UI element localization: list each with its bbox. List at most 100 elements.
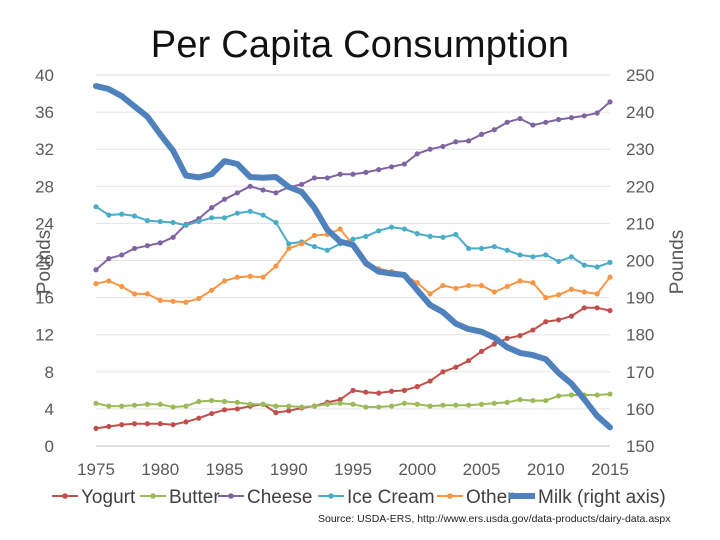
data-point-cheese: [568, 115, 575, 121]
data-point-butter: [144, 401, 150, 407]
data-point-butter: [453, 402, 459, 408]
y-tick-label-right: 200: [626, 252, 654, 271]
data-point-other: [260, 274, 266, 280]
data-point-other: [183, 299, 189, 305]
data-point-yogurt: [466, 358, 472, 364]
data-point-cheese: [247, 183, 253, 189]
data-point-other: [427, 291, 433, 297]
data-point-yogurt: [157, 421, 163, 427]
data-point-butter: [234, 399, 240, 406]
data-point-ice-cream: [350, 236, 356, 242]
data-point-ice-cream: [247, 208, 253, 214]
data-point-yogurt: [376, 390, 382, 396]
data-point-other: [530, 280, 536, 286]
data-point-ice-cream: [466, 245, 472, 252]
data-point-butter: [324, 401, 330, 407]
data-point-cheese: [273, 190, 279, 196]
data-point-other: [478, 282, 485, 289]
data-point-yogurt: [440, 369, 446, 375]
y-tick-label-left: 8: [45, 363, 54, 382]
data-point-cheese: [234, 190, 240, 196]
y-tick-label-left: 32: [35, 140, 54, 159]
data-point-butter: [388, 403, 395, 409]
data-point-butter: [119, 403, 125, 409]
data-point-cheese: [491, 127, 497, 133]
data-point-other: [221, 278, 228, 284]
data-point-yogurt: [556, 317, 562, 323]
data-point-butter: [299, 404, 305, 410]
data-point-other: [440, 282, 446, 289]
data-point-other: [568, 286, 575, 292]
y-tick-label-right: 170: [626, 363, 654, 382]
data-point-butter: [504, 399, 510, 406]
data-point-butter: [170, 404, 176, 410]
data-point-ice-cream: [530, 254, 536, 260]
data-point-cheese: [388, 164, 395, 170]
data-point-butter: [414, 401, 420, 407]
x-tick-label: 2015: [591, 460, 629, 479]
data-point-yogurt: [183, 419, 189, 425]
data-point-other: [209, 287, 215, 293]
y-tick-label-left: 16: [35, 289, 54, 308]
data-point-cheese: [414, 151, 420, 157]
legend-label-ice-cream: Ice Cream: [347, 487, 435, 508]
data-point-other: [504, 283, 510, 290]
data-point-ice-cream: [106, 212, 112, 218]
data-point-ice-cream: [581, 262, 587, 268]
y-axis-title-left: Pounds: [34, 230, 55, 294]
y-tick-label-left: 20: [35, 252, 54, 271]
legend-label-milk-right-axis: Milk (right axis): [538, 487, 666, 508]
y-tick-label-left: 28: [35, 177, 54, 196]
data-point-yogurt: [543, 319, 549, 325]
data-point-butter: [440, 402, 446, 408]
data-point-yogurt: [504, 335, 510, 342]
y-tick-label-right: 180: [626, 326, 654, 345]
data-point-butter: [427, 403, 433, 409]
data-point-cheese: [299, 181, 305, 188]
data-point-cheese: [324, 175, 330, 181]
data-point-yogurt: [131, 421, 138, 427]
data-point-butter: [543, 397, 549, 404]
source-note: Source: USDA-ERS, http://www.ers.usda.go…: [318, 513, 671, 525]
data-point-cheese: [106, 256, 112, 262]
data-point-butter: [363, 404, 369, 410]
data-point-ice-cream: [427, 233, 433, 239]
data-point-ice-cream: [286, 241, 292, 247]
data-point-yogurt: [453, 364, 459, 370]
data-point-yogurt: [530, 327, 536, 333]
data-point-ice-cream: [144, 218, 150, 224]
data-point-cheese: [556, 116, 562, 123]
data-point-yogurt: [478, 348, 485, 354]
data-point-butter: [350, 401, 356, 407]
data-point-butter: [273, 403, 279, 409]
data-point-cheese: [170, 234, 176, 240]
data-point-yogurt: [234, 406, 240, 412]
data-point-cheese: [401, 161, 407, 167]
data-point-cheese: [157, 240, 163, 246]
data-point-ice-cream: [504, 247, 510, 253]
data-point-cheese: [93, 267, 99, 273]
data-point-ice-cream: [491, 243, 497, 250]
data-point-butter: [260, 401, 266, 407]
y-tick-label-right: 190: [626, 289, 654, 308]
data-point-butter: [196, 398, 202, 405]
data-point-yogurt: [196, 415, 202, 421]
data-point-cheese: [260, 187, 266, 193]
data-point-other: [234, 274, 240, 280]
data-point-butter: [556, 393, 562, 399]
y-tick-label-left: 0: [45, 437, 54, 456]
data-point-other: [337, 226, 343, 232]
data-point-yogurt: [581, 305, 587, 311]
data-point-cheese: [530, 122, 536, 128]
data-point-other: [157, 297, 163, 303]
data-point-other: [594, 291, 600, 297]
data-point-butter: [594, 392, 600, 398]
y-tick-label-left: 40: [35, 66, 54, 85]
data-point-butter: [93, 400, 99, 406]
data-point-ice-cream: [170, 219, 176, 226]
data-point-cheese: [581, 113, 587, 119]
data-point-cheese: [209, 205, 215, 211]
data-point-other: [453, 285, 459, 291]
legend-marker-cheese: [228, 493, 234, 499]
data-point-ice-cream: [273, 219, 279, 226]
